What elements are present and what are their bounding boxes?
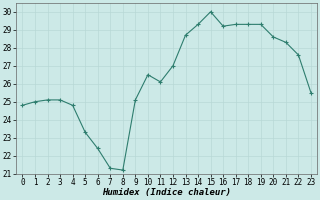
X-axis label: Humidex (Indice chaleur): Humidex (Indice chaleur) [102,188,231,197]
